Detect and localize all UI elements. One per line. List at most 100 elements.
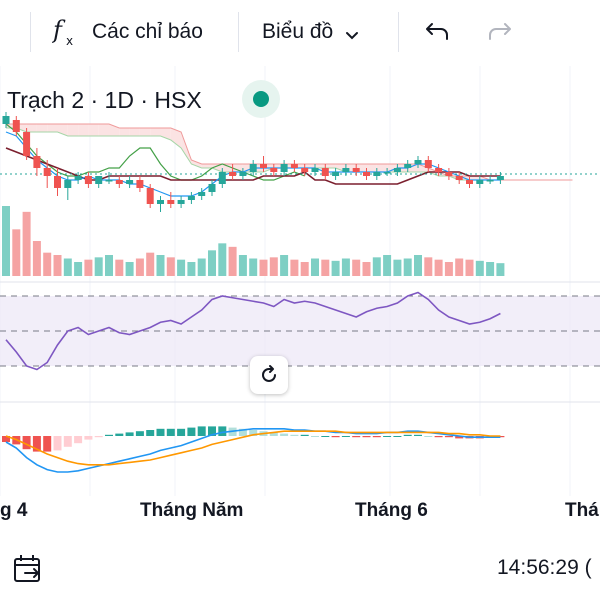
macd-histogram-bar bbox=[238, 428, 247, 436]
toolbar-divider bbox=[398, 12, 399, 52]
macd-histogram-bar bbox=[383, 436, 392, 437]
candle-body bbox=[115, 180, 123, 184]
candle-body bbox=[136, 180, 144, 188]
fx-icon: f x bbox=[51, 16, 80, 48]
market-status-indicator[interactable] bbox=[242, 80, 280, 118]
candle-body bbox=[249, 164, 257, 172]
candle-body bbox=[74, 176, 82, 180]
redo-button[interactable] bbox=[486, 14, 514, 50]
macd-histogram-bar bbox=[115, 433, 124, 436]
cloud-segment bbox=[469, 176, 480, 180]
candle-body bbox=[126, 180, 134, 184]
candle-body bbox=[208, 184, 216, 192]
volume-bar bbox=[228, 246, 237, 276]
candle-body bbox=[2, 116, 10, 124]
cloud-segment bbox=[222, 164, 233, 172]
cloud-segment bbox=[88, 124, 99, 136]
volume-bar bbox=[465, 259, 474, 276]
cloud-segment bbox=[36, 124, 48, 132]
x-axis-label: Tháng Năm bbox=[140, 500, 244, 521]
svg-text:f: f bbox=[52, 16, 66, 44]
candle-body bbox=[414, 160, 422, 164]
indicators-button[interactable]: f x Các chỉ báo bbox=[51, 14, 203, 50]
volume-bar bbox=[280, 255, 289, 276]
candle-body bbox=[177, 200, 185, 204]
cloud-segment bbox=[160, 128, 171, 140]
volume-bar bbox=[43, 252, 52, 276]
cloud-segment bbox=[232, 164, 243, 172]
cloud-segment bbox=[47, 124, 58, 132]
candle-body bbox=[352, 168, 360, 172]
svg-text:x: x bbox=[66, 34, 73, 48]
volume-bar bbox=[383, 255, 392, 276]
cloud-segment bbox=[67, 124, 79, 136]
volume-bar bbox=[63, 258, 72, 276]
candle-body bbox=[260, 164, 267, 168]
volume-bar bbox=[208, 250, 216, 276]
volume-bar bbox=[2, 206, 10, 276]
reset-chart-button[interactable] bbox=[250, 356, 288, 394]
candle-body bbox=[270, 168, 278, 172]
candle-body bbox=[311, 168, 319, 172]
cloud-segment bbox=[98, 124, 109, 136]
chart-type-button[interactable]: Biểu đồ bbox=[262, 14, 359, 50]
volume-bar bbox=[238, 255, 247, 276]
candle-body bbox=[218, 172, 226, 184]
chart-legend[interactable]: Trạch 2 · 1D · HSX bbox=[0, 80, 202, 120]
symbol-legend-text[interactable]: Trạch 2 · 1D · HSX bbox=[7, 86, 202, 113]
macd-histogram-bar bbox=[393, 436, 402, 437]
volume-bar bbox=[403, 258, 412, 276]
macd-line bbox=[5, 427, 501, 473]
macd-histogram-bar bbox=[290, 434, 299, 436]
clock-text[interactable]: 14:56:29 ( bbox=[497, 556, 592, 579]
volume-bar bbox=[290, 259, 299, 276]
macd-histogram-bar bbox=[74, 436, 83, 444]
price-chart[interactable] bbox=[0, 66, 600, 536]
volume-bar bbox=[156, 255, 165, 276]
volume-bar bbox=[362, 262, 371, 276]
calendar-arrow-icon[interactable] bbox=[12, 553, 44, 585]
candle-body bbox=[105, 180, 113, 182]
toolbar: f x Các chỉ báo Biểu đồ bbox=[0, 0, 600, 64]
candle-body bbox=[301, 168, 309, 172]
candle-body bbox=[373, 172, 381, 176]
volume-bar bbox=[53, 255, 62, 276]
macd-histogram-bar bbox=[43, 436, 52, 452]
macd-histogram-bar bbox=[197, 426, 206, 436]
chart-type-label: Biểu đồ bbox=[262, 20, 334, 43]
macd-histogram-bar bbox=[156, 428, 165, 436]
candle-body bbox=[342, 168, 350, 172]
macd-histogram-bar bbox=[455, 436, 464, 439]
undo-button[interactable] bbox=[423, 14, 451, 50]
volume-bar bbox=[12, 229, 21, 276]
indicators-label: Các chỉ báo bbox=[92, 20, 203, 43]
candle-body bbox=[496, 176, 504, 180]
cloud-segment bbox=[78, 124, 89, 136]
macd-histogram-bar bbox=[249, 430, 258, 436]
candle-body bbox=[84, 176, 92, 184]
macd-histogram-bar bbox=[331, 436, 340, 438]
macd-signal-line bbox=[5, 430, 501, 466]
volume-bar bbox=[84, 259, 93, 276]
x-axis-label: g 4 bbox=[0, 500, 28, 521]
volume-bar bbox=[32, 241, 41, 276]
volume-bar bbox=[115, 259, 124, 276]
macd-histogram-bar bbox=[424, 436, 433, 437]
volume-bar bbox=[414, 255, 422, 276]
volume-bar bbox=[311, 258, 319, 276]
candles bbox=[2, 112, 504, 212]
volume-bar bbox=[22, 211, 31, 276]
volume-bar bbox=[475, 260, 484, 276]
candle-body bbox=[445, 172, 453, 176]
macd-histogram-bar bbox=[300, 434, 309, 436]
macd-histogram-bar bbox=[269, 432, 278, 436]
volume-bar bbox=[331, 260, 340, 276]
cloud-segment bbox=[304, 164, 315, 168]
macd-histogram-bar bbox=[177, 428, 186, 436]
candle-body bbox=[95, 176, 103, 184]
volume-bar bbox=[393, 259, 402, 276]
reset-icon bbox=[258, 364, 280, 386]
chikou-span-line bbox=[5, 123, 305, 181]
candle-body bbox=[33, 156, 41, 168]
redo-icon bbox=[486, 20, 514, 44]
